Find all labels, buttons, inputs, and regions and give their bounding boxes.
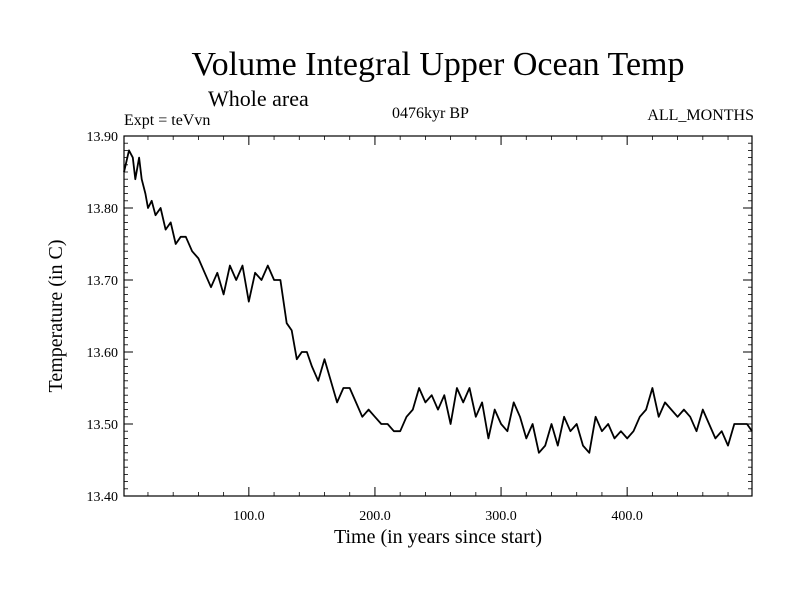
series-group bbox=[123, 149, 753, 454]
y-tick-label: 13.70 bbox=[87, 274, 119, 289]
plot-frame bbox=[123, 135, 753, 497]
months-label: ALL_MONTHS bbox=[647, 107, 754, 124]
x-tick-label: 200.0 bbox=[359, 509, 391, 524]
chart-title: Volume Integral Upper Ocean Temp bbox=[191, 46, 685, 83]
y-tick-label: 13.50 bbox=[87, 418, 119, 433]
y-tick-label: 13.80 bbox=[87, 202, 119, 217]
y-tick-label: 13.40 bbox=[87, 490, 119, 505]
axis-ticks: 13.40 13.50 13.60 13.70 13.80 13.90 100.0 200.0… bbox=[87, 130, 752, 524]
experiment-label: Expt = teVvn bbox=[124, 112, 211, 129]
y-tick-label: 13.60 bbox=[87, 346, 119, 361]
x-axis-label: Time (in years since start) bbox=[333, 526, 543, 548]
x-tick-label: 300.0 bbox=[485, 509, 517, 524]
period-label: 0476kyr BP bbox=[392, 105, 469, 122]
y-tick-label: 13.90 bbox=[87, 130, 119, 145]
x-tick-label: 400.0 bbox=[611, 509, 643, 524]
series-line bbox=[123, 149, 753, 454]
chart-subtitle: Whole area bbox=[208, 86, 309, 111]
x-tick-label: 100.0 bbox=[233, 509, 265, 524]
